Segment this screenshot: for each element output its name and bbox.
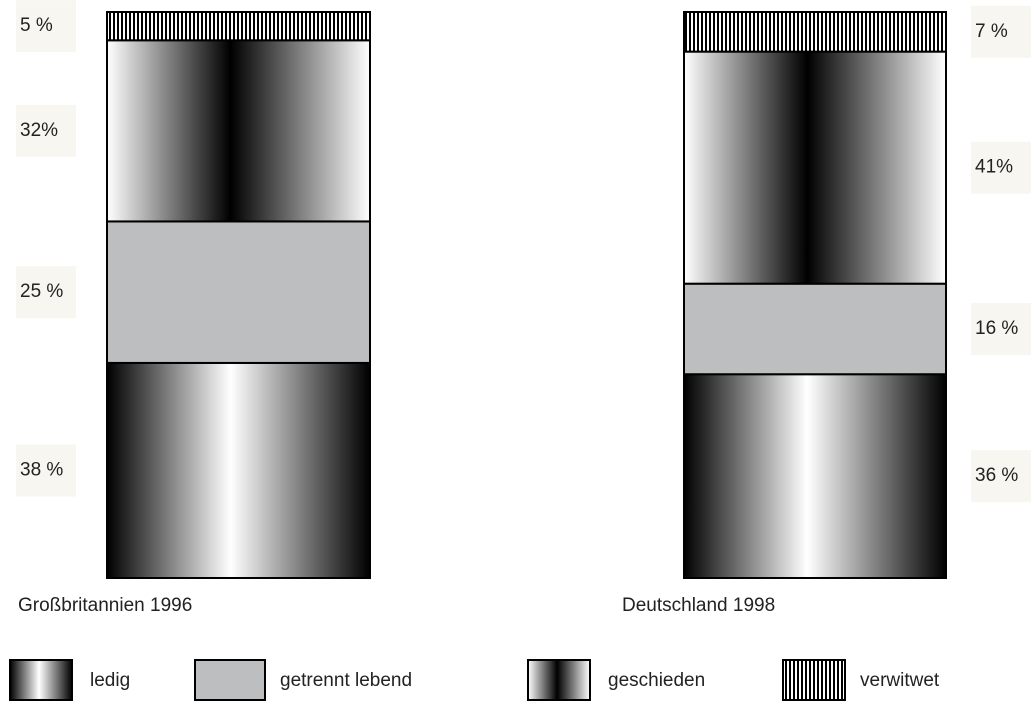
label-bg xyxy=(971,302,1031,355)
bar-segment xyxy=(106,39,371,223)
value-label: 25 % xyxy=(20,281,63,302)
value-label: 7 % xyxy=(975,21,1008,42)
value-label: 36 % xyxy=(975,465,1018,486)
legend-label: geschieden xyxy=(608,670,705,691)
legend-swatch xyxy=(782,659,846,701)
value-label: 41% xyxy=(975,157,1013,178)
category-label: Großbritannien 1996 xyxy=(18,595,192,616)
legend-label: ledig xyxy=(90,670,130,691)
bar-segment xyxy=(683,11,947,53)
legend-swatch xyxy=(9,659,73,701)
label-bg xyxy=(971,141,1031,194)
label-bg xyxy=(16,104,76,157)
bar-segment xyxy=(106,220,371,364)
label-bg xyxy=(16,0,76,53)
bar-segment xyxy=(683,50,947,285)
legend-swatch xyxy=(527,659,591,701)
category-label: Deutschland 1998 xyxy=(622,595,775,616)
value-label: 38 % xyxy=(20,459,63,480)
label-bg xyxy=(16,444,76,497)
value-label: 5 % xyxy=(20,15,53,36)
label-bg xyxy=(16,266,76,319)
bar-segment xyxy=(683,373,947,579)
legend-label: verwitwet xyxy=(860,670,940,691)
legend-swatch xyxy=(194,659,266,701)
label-bg xyxy=(971,450,1031,503)
bar-segment xyxy=(106,361,371,580)
bar-segment xyxy=(106,11,371,42)
bar-segment xyxy=(683,282,947,376)
value-label: 32% xyxy=(20,120,58,141)
value-label: 16 % xyxy=(975,318,1018,339)
legend-label: getrennt lebend xyxy=(280,670,412,691)
label-bg xyxy=(971,5,1031,58)
